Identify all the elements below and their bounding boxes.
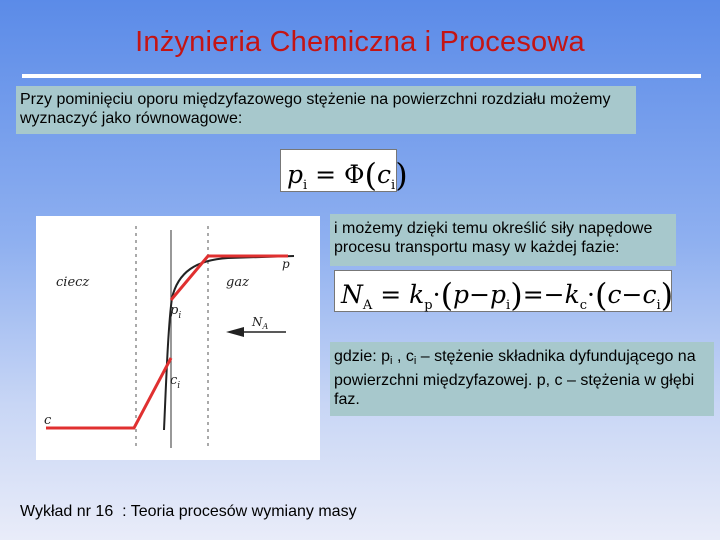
eq1-paren-open: ( — [364, 156, 378, 194]
title-divider — [22, 74, 701, 78]
eq2-flux: N — [341, 280, 363, 309]
eq2-dot2: · — [587, 280, 595, 309]
eq2-paren2-open: ( — [594, 276, 608, 314]
eq2-minus2: − — [621, 280, 643, 309]
eq2-bulk2: c — [607, 280, 622, 309]
driving-force-text: i możemy dzięki temu określić siły napęd… — [334, 220, 653, 256]
where-prefix: gdzie: p — [334, 348, 391, 365]
label-na-sub: A — [262, 322, 269, 331]
concentration-profile-diagram: ciecz gaz p pi ci c NA — [36, 216, 320, 460]
label-pi-main: p — [170, 303, 179, 318]
eq2-dot1: · — [432, 280, 441, 309]
label-ci: ci — [170, 373, 180, 391]
eq2-surf1-sub: i — [506, 298, 511, 313]
slide-footer: Wykład nr 16 : Teoria procesów wymiany m… — [20, 503, 357, 520]
label-ci-sub: i — [177, 381, 180, 391]
eq2-paren1-open: ( — [440, 276, 454, 314]
equilibrium-equation: pi = Φ(ci) — [280, 149, 408, 194]
eq1-arg: c — [377, 160, 392, 189]
liquid-profile-line — [46, 357, 173, 430]
label-ci-main: c — [170, 373, 178, 388]
diagram-svg: ciecz gaz p pi ci c NA — [44, 226, 295, 448]
driving-force-textbox: i możemy dzięki temu określić siły napęd… — [330, 214, 676, 266]
eq1-lhs-sub: i — [303, 178, 308, 193]
intro-textbox: Przy pominięciu oporu międzyfazowego stę… — [16, 86, 636, 134]
slide-title: Inżynieria Chemiczna i Procesowa — [135, 26, 585, 58]
eq2-equals1: = — [380, 280, 402, 309]
label-c: c — [44, 413, 52, 428]
label-p: p — [282, 257, 290, 271]
eq2-k2-sub: c — [579, 298, 588, 313]
flux-arrow-head — [226, 327, 244, 337]
eq2-paren1-close: ) — [510, 276, 523, 314]
label-pi: pi — [170, 303, 181, 321]
intro-text: Przy pominięciu oporu międzyfazowego stę… — [20, 91, 611, 127]
eq1-paren-close: ) — [395, 156, 408, 194]
definitions-textbox: gdzie: pi , ci – stężenie składnika dyfu… — [330, 342, 714, 416]
label-liquid: ciecz — [56, 275, 89, 290]
label-pi-sub: i — [178, 311, 181, 321]
eq2-surf2: c — [642, 280, 657, 309]
eq2-minus1: − — [469, 280, 491, 309]
eq2-flux-sub: A — [362, 298, 373, 313]
where-sub2: i — [413, 355, 417, 367]
gas-profile-line — [169, 254, 288, 301]
eq2-surf1: p — [490, 280, 507, 309]
eq1-func: Φ — [344, 160, 365, 189]
label-na: NA — [251, 315, 269, 331]
eq2-mid: =− — [522, 280, 565, 309]
eq2-k1-sub: p — [424, 298, 433, 313]
eq1-equals: = — [315, 160, 337, 189]
eq2-surf2-sub: i — [656, 298, 661, 313]
where-sub1: i — [390, 355, 393, 367]
where-sep: , c — [392, 348, 414, 365]
flux-equation: NA = kp·(p−pi)=−kc·(c−ci) — [334, 270, 674, 314]
eq2-bulk1: p — [453, 280, 470, 309]
eq1-arg-sub: i — [391, 178, 396, 193]
eq2-k2: k — [564, 280, 580, 309]
eq2-paren2-close: ) — [660, 276, 674, 314]
label-na-main: N — [251, 315, 263, 329]
label-gas: gaz — [226, 275, 249, 290]
eq2-k1: k — [409, 280, 425, 309]
eq1-lhs: p — [287, 160, 304, 189]
where-rest: – stężenie składnika dyfundującego na po… — [334, 348, 696, 408]
